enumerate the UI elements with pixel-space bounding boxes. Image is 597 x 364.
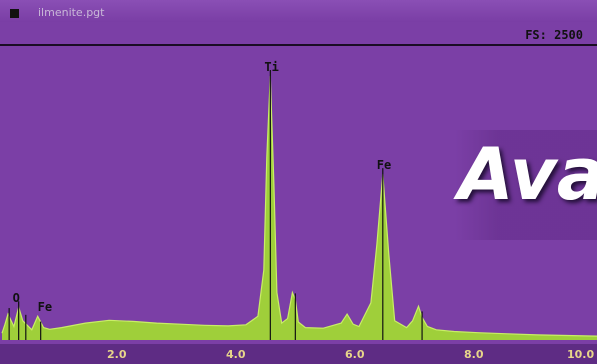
plot-top-border	[0, 44, 597, 46]
window-menu-icon[interactable]	[10, 9, 19, 18]
peak-markers	[8, 70, 423, 340]
x-tick-label: 10.0	[567, 348, 595, 361]
peak-label: O	[12, 291, 20, 306]
x-tick-label: 4.0	[226, 348, 246, 361]
x-tick-label: 8.0	[464, 348, 484, 361]
x-tick-label: 6.0	[345, 348, 365, 361]
title-bar: ilmenite.pgt	[0, 0, 597, 22]
full-scale-label: FS: 2500	[525, 28, 583, 42]
peak-label: Ti	[264, 60, 279, 75]
x-axis	[0, 344, 597, 364]
overlay-banner	[455, 130, 597, 240]
peak-label: Fe	[376, 158, 392, 173]
overlay-heading: Ava	[458, 132, 597, 216]
x-tick-label: 2.0	[107, 348, 127, 361]
window-title: ilmenite.pgt	[38, 6, 105, 19]
spectrum-outline	[1, 75, 597, 337]
peak-label: Fe	[37, 300, 53, 315]
